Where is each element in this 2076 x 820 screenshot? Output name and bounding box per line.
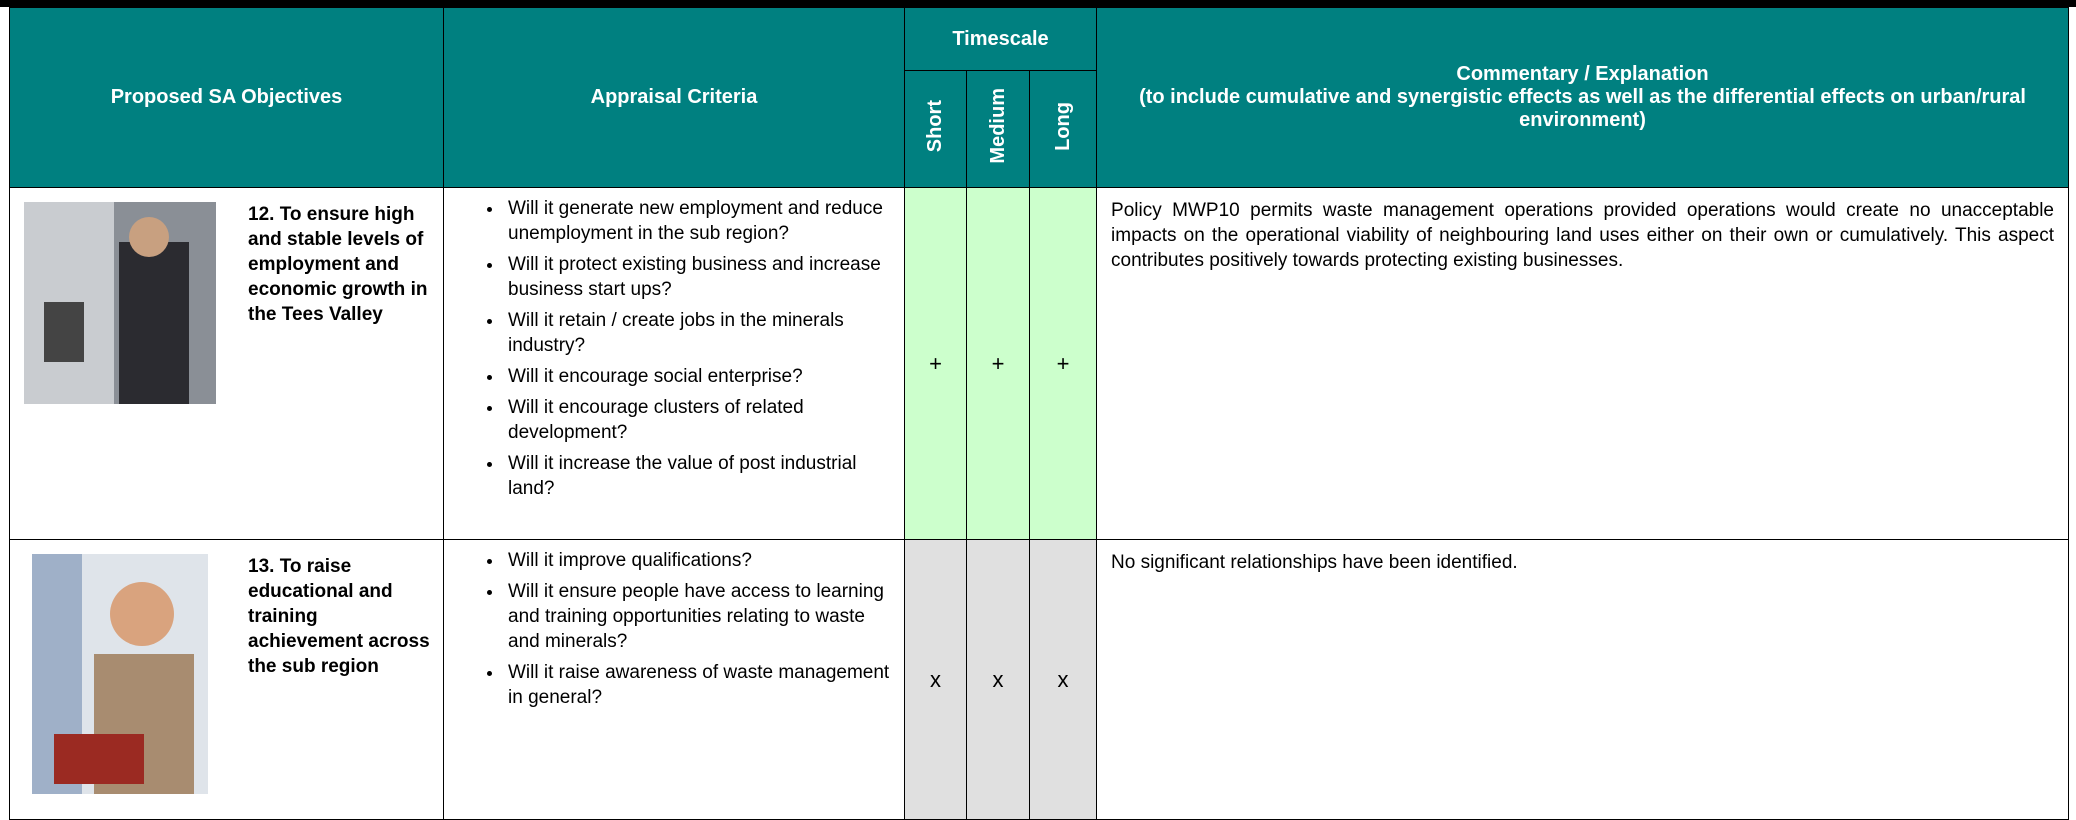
long-label: Long (1051, 101, 1074, 151)
criterion: Will it generate new employment and redu… (504, 196, 894, 246)
criteria-header: Appraisal Criteria (443, 7, 905, 188)
objectives-header: Proposed SA Objectives (9, 7, 444, 188)
objective-text: 12. To ensure high and stable levels of … (248, 204, 428, 325)
objective-cell: 12. To ensure high and stable levels of … (9, 187, 444, 540)
medium-label: Medium (986, 88, 1009, 164)
score: + (904, 187, 967, 540)
commentary: No significant relationships have been i… (1096, 539, 2070, 820)
commentary-header: Commentary / Explanation (to include cum… (1096, 7, 2070, 188)
criterion: Will it improve qualifications? (504, 548, 894, 573)
long-header: Long (1028, 70, 1098, 188)
medium-header: Medium (966, 70, 1030, 188)
criterion: Will it retain / create jobs in the mine… (504, 308, 894, 358)
criterion: Will it increase the value of post indus… (504, 451, 894, 501)
timescale-header: Timescale (903, 7, 1098, 71)
criterion: Will it protect existing business and in… (504, 252, 894, 302)
criterion: Will it ensure people have access to lea… (504, 579, 894, 654)
score: + (1028, 187, 1098, 540)
criterion: Will it raise awareness of waste managem… (504, 660, 894, 710)
score: x (1028, 539, 1098, 820)
photo-student (32, 554, 208, 794)
commentary-note: (to include cumulative and synergistic e… (1139, 86, 2026, 131)
row: 12. To ensure high and stable levels of … (9, 187, 2070, 540)
criteria-cell: Will it improve qualifications? Will it … (443, 539, 905, 820)
photo-atm (24, 202, 216, 404)
criteria-cell: Will it generate new employment and redu… (443, 187, 905, 540)
short-header: Short (904, 70, 967, 188)
criterion: Will it encourage clusters of related de… (504, 395, 894, 445)
short-label: Short (924, 99, 946, 153)
appraisal-table: Proposed SA Objectives Appraisal Criteri… (9, 7, 2070, 820)
commentary-title: Commentary / Explanation (1456, 63, 1709, 85)
criterion: Will it encourage social enterprise? (504, 364, 894, 389)
commentary: Policy MWP10 permits waste management op… (1096, 187, 2070, 540)
score: x (966, 539, 1030, 820)
objective-text: 13. To raise educational and training ac… (248, 556, 430, 677)
top-bar (0, 0, 2076, 7)
objective-cell: 13. To raise educational and training ac… (9, 539, 444, 820)
score: + (966, 187, 1030, 540)
row: 13. To raise educational and training ac… (9, 539, 2070, 820)
score: x (904, 539, 967, 820)
